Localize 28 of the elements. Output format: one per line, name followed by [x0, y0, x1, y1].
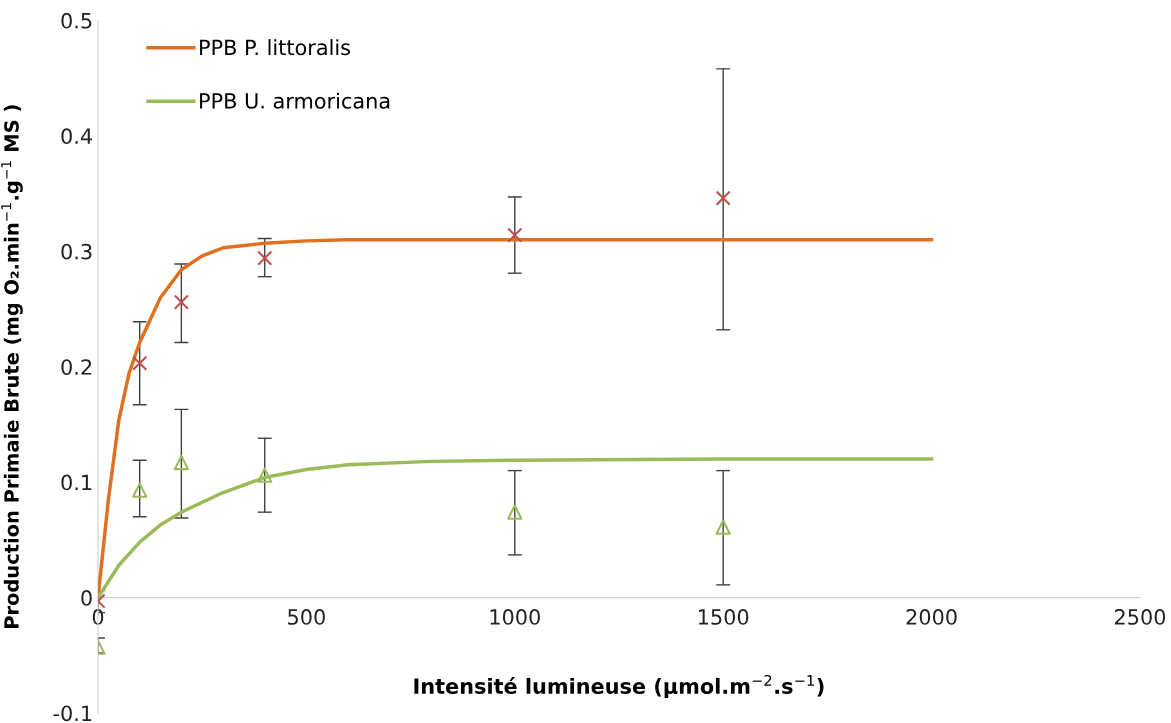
x-tick-label: 2500 [1114, 609, 1166, 625]
point [132, 355, 148, 371]
x-tick-label: 2000 [906, 609, 957, 625]
line-series [98, 457, 934, 600]
y-tick-label: 0.2 [61, 359, 92, 375]
y-tick-label: 0.1 [61, 474, 92, 491]
point [507, 227, 523, 243]
legend-label: PPB U. armoricana [200, 92, 390, 109]
legend-label: PPB P. littoralis [200, 39, 351, 56]
point [507, 504, 523, 520]
x-tick-label: 500 [288, 609, 325, 625]
y-axis-title: Production Primaie Brute (mg O₂.min$^{−1}$.g$^{−1}$ MS ) [1, 105, 23, 628]
y-tick-label: -0.1 [53, 705, 92, 722]
y-tick-label: 0.4 [61, 128, 92, 145]
x-tick-label: 1500 [698, 609, 749, 625]
point [173, 454, 189, 471]
point [715, 519, 731, 535]
point [257, 467, 273, 483]
point [132, 482, 148, 498]
point [715, 190, 731, 206]
y-tick-label: 0.3 [61, 243, 92, 260]
x-axis-title: Intensité lumineuse (µmol.m$^{−2}$.s$^{−1}$) [414, 674, 824, 699]
y-tick-label: 0 [81, 590, 92, 606]
point [173, 294, 189, 310]
y-tick-label: 0.5 [61, 12, 92, 29]
point [257, 250, 273, 266]
x-tick-label: 1000 [490, 609, 540, 625]
x-tick-label: 0 [92, 609, 104, 625]
